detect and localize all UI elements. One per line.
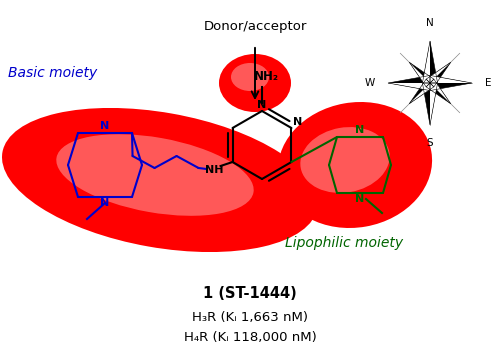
Text: E: E: [485, 78, 492, 88]
Polygon shape: [426, 62, 451, 87]
Text: Donor/acceptor: Donor/acceptor: [204, 20, 306, 33]
Text: NH₂: NH₂: [254, 71, 278, 83]
Text: N: N: [258, 100, 266, 110]
Ellipse shape: [300, 127, 390, 193]
Text: NH: NH: [206, 165, 224, 175]
Ellipse shape: [219, 54, 291, 112]
Text: H₃R (Kᵢ 1,663 nM): H₃R (Kᵢ 1,663 nM): [192, 311, 308, 323]
Polygon shape: [426, 79, 451, 104]
Text: N: N: [356, 125, 364, 135]
Text: S: S: [426, 138, 434, 148]
Text: W: W: [365, 78, 375, 88]
Text: H₄R (Kᵢ 118,000 nM): H₄R (Kᵢ 118,000 nM): [184, 331, 316, 344]
Ellipse shape: [231, 63, 269, 91]
Text: N: N: [100, 121, 110, 131]
Polygon shape: [409, 79, 434, 104]
Text: 1 (ST-1444): 1 (ST-1444): [203, 285, 297, 300]
Text: Basic moiety: Basic moiety: [8, 66, 97, 80]
Polygon shape: [409, 62, 434, 87]
Text: N: N: [100, 198, 110, 208]
Ellipse shape: [278, 102, 432, 228]
Polygon shape: [388, 76, 430, 91]
Text: N: N: [294, 117, 302, 127]
Ellipse shape: [2, 108, 318, 252]
Polygon shape: [422, 41, 438, 83]
Ellipse shape: [56, 134, 254, 216]
Polygon shape: [422, 83, 438, 125]
Polygon shape: [409, 83, 434, 104]
Text: N: N: [356, 194, 364, 204]
Polygon shape: [426, 62, 451, 83]
Polygon shape: [409, 62, 430, 87]
Text: Lipophilic moiety: Lipophilic moiety: [285, 236, 403, 250]
Polygon shape: [430, 76, 472, 83]
Polygon shape: [388, 83, 430, 91]
Polygon shape: [430, 79, 451, 104]
Polygon shape: [430, 76, 472, 91]
Text: N: N: [426, 18, 434, 28]
Polygon shape: [422, 41, 430, 83]
Polygon shape: [430, 83, 438, 125]
